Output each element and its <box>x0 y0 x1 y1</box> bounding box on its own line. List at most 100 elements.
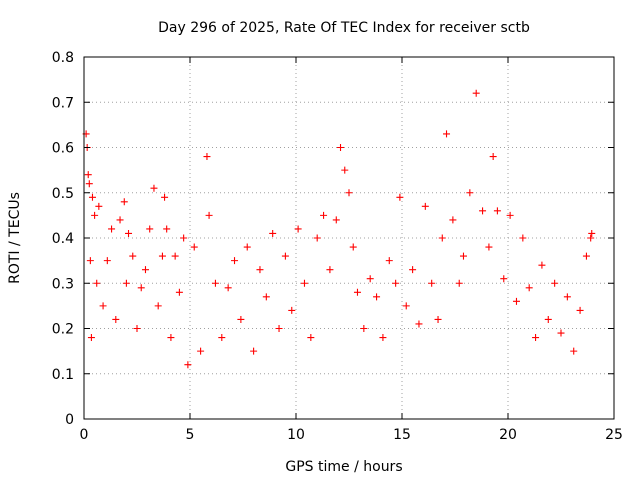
data-point <box>137 284 145 292</box>
grid-lines <box>84 57 614 419</box>
data-point <box>341 166 349 174</box>
data-point <box>281 252 289 260</box>
data-point <box>409 266 417 274</box>
data-point <box>180 234 188 242</box>
data-point <box>190 243 198 251</box>
data-point <box>373 293 381 301</box>
y-tick-label: 0.1 <box>52 367 74 383</box>
data-point <box>587 234 595 242</box>
data-point <box>129 252 137 260</box>
data-point <box>224 284 232 292</box>
y-tick-label: 0.6 <box>52 141 74 157</box>
data-point <box>197 347 205 355</box>
data-point <box>99 302 107 310</box>
data-point <box>237 315 245 323</box>
data-point <box>88 193 96 201</box>
chart-title: Day 296 of 2025, Rate Of TEC Index for r… <box>158 20 530 36</box>
data-point <box>385 257 393 265</box>
data-point <box>428 279 436 287</box>
y-tick-label: 0.3 <box>52 276 74 292</box>
data-point <box>512 297 520 305</box>
data-point <box>150 184 158 192</box>
data-point <box>582 252 590 260</box>
data-point <box>108 225 116 233</box>
data-point <box>86 257 94 265</box>
data-point <box>95 202 103 210</box>
data-point <box>500 275 508 283</box>
data-point <box>313 234 321 242</box>
data-point <box>161 193 169 201</box>
data-point <box>506 211 514 219</box>
data-point <box>353 288 361 296</box>
data-point <box>103 257 111 265</box>
data-point <box>345 189 353 197</box>
data-point <box>133 325 141 332</box>
data-point <box>551 279 559 287</box>
data-point <box>211 279 219 287</box>
x-tick-label: 5 <box>186 427 195 443</box>
y-tick-label: 0.7 <box>52 95 74 111</box>
y-tick-label: 0 <box>65 412 74 428</box>
data-point <box>326 266 334 274</box>
data-point <box>538 261 546 269</box>
data-point <box>449 216 457 224</box>
data-point <box>275 325 283 332</box>
data-point <box>459 252 467 260</box>
x-tick-label: 20 <box>499 427 517 443</box>
data-point <box>184 361 192 369</box>
data-point <box>332 216 340 224</box>
x-axis-label: GPS time / hours <box>285 459 402 475</box>
data-point <box>349 243 357 251</box>
data-point <box>570 347 578 355</box>
x-tick-label: 25 <box>605 427 623 443</box>
data-point <box>294 225 302 233</box>
data-point <box>84 171 92 179</box>
data-point <box>262 293 270 301</box>
data-point <box>563 293 571 301</box>
data-point <box>158 252 166 260</box>
data-point <box>307 334 315 342</box>
data-point <box>122 279 130 287</box>
data-point <box>438 234 446 242</box>
data-point <box>557 329 565 337</box>
x-tick-label: 0 <box>80 427 89 443</box>
data-point <box>256 266 264 274</box>
data-point <box>392 279 400 287</box>
y-tick-labels: 0 0.1 0.2 0.3 0.4 0.5 0.6 0.7 0.8 <box>52 50 74 428</box>
data-point <box>171 252 179 260</box>
data-point <box>525 284 533 292</box>
data-point <box>544 315 552 323</box>
data-point <box>489 153 497 161</box>
data-point <box>167 334 175 342</box>
data-point <box>421 202 429 210</box>
data-point <box>300 279 308 287</box>
data-point <box>337 144 345 151</box>
data-point <box>146 225 154 233</box>
data-point <box>493 207 501 215</box>
data-point <box>112 315 120 323</box>
y-tick-label: 0.4 <box>52 231 74 247</box>
x-tick-label: 15 <box>393 427 411 443</box>
data-point <box>466 189 474 197</box>
data-point <box>154 302 162 310</box>
axis-ticks <box>83 56 615 420</box>
data-point <box>203 153 211 161</box>
data-point <box>93 279 101 287</box>
data-point <box>163 225 171 233</box>
data-point <box>588 229 596 237</box>
data-point <box>443 130 451 138</box>
data-point <box>479 207 487 215</box>
data-point <box>269 229 277 237</box>
data-point <box>366 275 374 283</box>
data-point <box>485 243 493 251</box>
data-points <box>82 89 596 369</box>
data-point <box>125 229 133 237</box>
y-axis-label: ROTI / TECUs <box>7 192 23 284</box>
y-tick-label: 0.2 <box>52 322 74 338</box>
x-tick-label: 10 <box>287 427 305 443</box>
data-point <box>532 334 540 342</box>
data-point <box>231 257 239 265</box>
y-tick-label: 0.5 <box>52 186 74 202</box>
data-point <box>120 198 128 206</box>
